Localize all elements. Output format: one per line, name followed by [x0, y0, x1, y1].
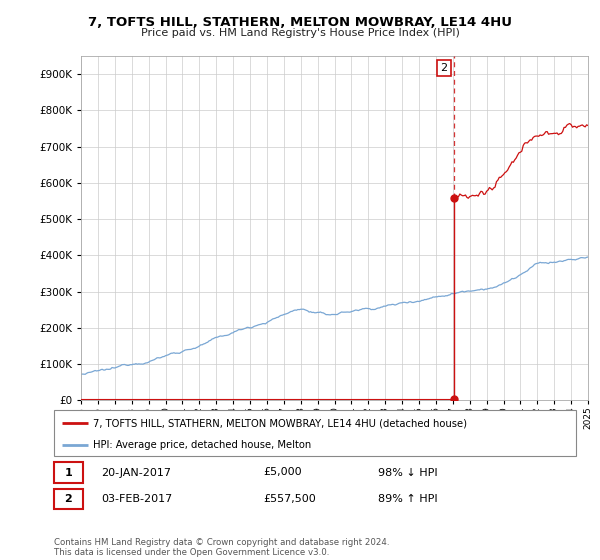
- Text: 7, TOFTS HILL, STATHERN, MELTON MOWBRAY, LE14 4HU: 7, TOFTS HILL, STATHERN, MELTON MOWBRAY,…: [88, 16, 512, 29]
- Bar: [54, 463, 83, 483]
- Bar: [54, 489, 83, 509]
- Text: 89% ↑ HPI: 89% ↑ HPI: [377, 494, 437, 504]
- Text: 98% ↓ HPI: 98% ↓ HPI: [377, 468, 437, 478]
- Text: 2: 2: [440, 63, 448, 73]
- Text: Price paid vs. HM Land Registry's House Price Index (HPI): Price paid vs. HM Land Registry's House …: [140, 28, 460, 38]
- Text: 03-FEB-2017: 03-FEB-2017: [101, 494, 172, 504]
- Text: 20-JAN-2017: 20-JAN-2017: [101, 468, 171, 478]
- Text: 2: 2: [64, 494, 72, 504]
- Text: Contains HM Land Registry data © Crown copyright and database right 2024.
This d: Contains HM Land Registry data © Crown c…: [54, 538, 389, 557]
- Text: 7, TOFTS HILL, STATHERN, MELTON MOWBRAY, LE14 4HU (detached house): 7, TOFTS HILL, STATHERN, MELTON MOWBRAY,…: [93, 418, 467, 428]
- Text: £5,000: £5,000: [263, 468, 301, 478]
- Text: £557,500: £557,500: [263, 494, 316, 504]
- Text: HPI: Average price, detached house, Melton: HPI: Average price, detached house, Melt…: [93, 440, 311, 450]
- Text: 1: 1: [64, 468, 72, 478]
